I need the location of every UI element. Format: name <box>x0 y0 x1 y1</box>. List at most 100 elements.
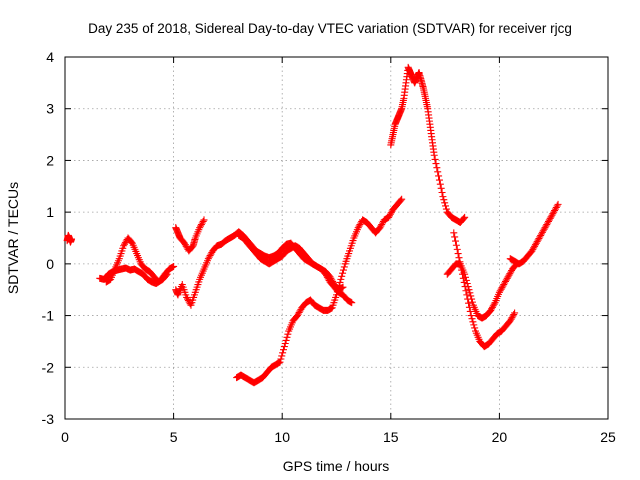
data-point <box>538 228 546 236</box>
data-point <box>547 213 555 221</box>
data-point <box>467 292 475 300</box>
data-point <box>162 271 170 279</box>
plot-frame <box>64 56 609 420</box>
data-point <box>534 236 542 244</box>
data-point <box>544 217 552 225</box>
data-point <box>339 269 347 277</box>
data-point <box>501 277 509 285</box>
series-seg10 <box>450 229 519 351</box>
data-point <box>435 172 443 180</box>
data-point <box>281 339 289 347</box>
data-point <box>499 282 507 290</box>
data-point <box>488 303 496 311</box>
data-point <box>385 212 393 220</box>
data-point <box>530 244 538 252</box>
data-point <box>430 151 438 159</box>
data-point <box>335 282 343 290</box>
data-point <box>551 205 559 213</box>
data-point <box>198 219 206 227</box>
data-point <box>540 225 548 233</box>
data-point <box>338 272 346 280</box>
data-point <box>496 287 504 295</box>
data-point <box>461 283 469 291</box>
data-point <box>294 310 302 318</box>
x-axis-label: GPS time / hours <box>283 458 390 474</box>
series-seg11 <box>506 200 562 268</box>
data-point <box>528 247 536 255</box>
data-point <box>504 273 512 281</box>
data-point <box>296 307 304 315</box>
data-point <box>554 200 562 208</box>
data-point <box>442 202 450 210</box>
data-point <box>180 239 188 247</box>
data-point <box>182 242 190 250</box>
x-tick-label: 25 <box>600 429 616 445</box>
data-point <box>468 298 476 306</box>
series-seg4 <box>172 216 208 255</box>
data-point <box>545 216 553 224</box>
data-point <box>282 336 290 344</box>
data-point <box>440 196 448 204</box>
data-point <box>434 168 442 176</box>
data-point <box>336 278 344 286</box>
data-point <box>460 214 468 222</box>
data-point <box>280 343 288 351</box>
data-point <box>548 211 556 219</box>
data-point <box>284 330 292 338</box>
data-point <box>467 312 475 320</box>
data-point <box>379 219 387 227</box>
data-point <box>184 295 192 303</box>
data-point <box>442 205 450 213</box>
data-point <box>463 291 471 299</box>
data-point <box>200 216 208 224</box>
data-point <box>205 253 213 261</box>
data-point <box>498 284 506 292</box>
data-point <box>553 202 561 210</box>
data-point <box>495 288 503 296</box>
data-point <box>121 240 129 248</box>
y-tick-label: 4 <box>46 49 54 65</box>
data-point <box>506 270 514 278</box>
x-tick-label: 0 <box>61 429 69 445</box>
data-point <box>120 242 128 250</box>
data-point <box>460 278 468 286</box>
series-seg5 <box>172 228 356 309</box>
data-point <box>327 274 335 282</box>
data-point <box>458 266 466 274</box>
data-point <box>431 155 439 163</box>
data-point <box>333 291 340 299</box>
data-point <box>452 241 460 249</box>
data-point <box>170 262 178 270</box>
data-point <box>465 299 473 307</box>
data-point <box>197 222 205 230</box>
data-point <box>377 222 385 230</box>
data-point <box>511 309 519 317</box>
y-tick-label: -3 <box>42 411 55 427</box>
data-point <box>454 250 462 258</box>
data-point <box>339 283 347 291</box>
data-points <box>63 63 562 387</box>
data-point <box>437 184 445 192</box>
data-point <box>506 317 514 325</box>
data-point <box>356 221 364 229</box>
data-point <box>204 255 212 263</box>
data-point <box>334 285 342 293</box>
data-point <box>397 196 405 204</box>
y-tick-label: 3 <box>46 101 54 117</box>
x-tick-label: 15 <box>383 429 399 445</box>
data-point <box>328 276 336 284</box>
data-point <box>544 219 552 227</box>
data-point <box>509 312 517 320</box>
data-point <box>276 358 284 366</box>
data-point <box>439 193 447 201</box>
data-point <box>348 299 356 307</box>
data-point <box>531 241 539 249</box>
data-point <box>386 210 394 218</box>
data-point <box>376 224 384 232</box>
data-point <box>510 311 518 319</box>
data-point <box>127 238 135 246</box>
data-point <box>196 224 204 232</box>
data-point <box>186 300 194 308</box>
data-point <box>502 276 510 284</box>
data-point <box>470 321 478 329</box>
